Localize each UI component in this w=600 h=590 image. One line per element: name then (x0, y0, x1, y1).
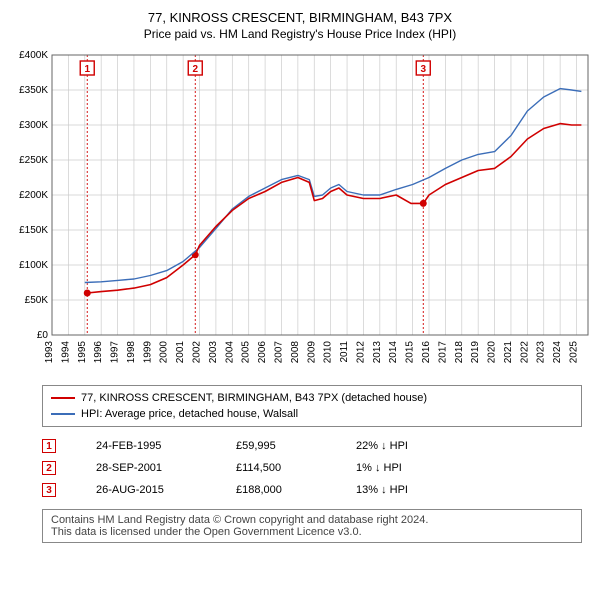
svg-text:1995: 1995 (77, 341, 88, 364)
svg-text:2001: 2001 (175, 341, 186, 364)
svg-text:2024: 2024 (552, 341, 563, 364)
chart-title: 77, KINROSS CRESCENT, BIRMINGHAM, B43 7P… (8, 10, 592, 25)
svg-text:2007: 2007 (273, 341, 284, 364)
svg-text:2016: 2016 (421, 341, 432, 364)
footer-line: Contains HM Land Registry data © Crown c… (51, 514, 573, 526)
chart-area: £0 £50K £100K £150K £200K £250K £300K £350K £400… (8, 49, 592, 379)
svg-text:2017: 2017 (437, 341, 448, 364)
svg-text:1996: 1996 (93, 341, 104, 364)
marker-table: 1 24-FEB-1995 £59,995 22% ↓ HPI 2 28-SEP… (42, 435, 582, 501)
marker-diff: 22% ↓ HPI (356, 440, 456, 452)
legend-item: HPI: Average price, detached house, Wals… (51, 406, 573, 422)
marker-price: £59,995 (236, 440, 316, 452)
svg-text:3: 3 (420, 64, 426, 75)
svg-text:1999: 1999 (142, 341, 153, 364)
legend-swatch (51, 397, 75, 399)
line-chart: £0 £50K £100K £150K £200K £250K £300K £350K £400… (8, 49, 592, 379)
legend-swatch (51, 413, 75, 415)
marker-price: £188,000 (236, 484, 316, 496)
marker-number-box: 2 (42, 461, 56, 475)
footer: Contains HM Land Registry data © Crown c… (42, 509, 582, 543)
svg-text:2008: 2008 (290, 341, 301, 364)
chart-subtitle: Price paid vs. HM Land Registry's House … (8, 27, 592, 41)
svg-text:2002: 2002 (192, 341, 203, 364)
svg-text:2013: 2013 (372, 341, 383, 364)
legend-label: HPI: Average price, detached house, Wals… (81, 408, 298, 420)
svg-text:2006: 2006 (257, 341, 268, 364)
svg-text:2011: 2011 (339, 341, 350, 363)
legend: 77, KINROSS CRESCENT, BIRMINGHAM, B43 7P… (42, 385, 582, 427)
svg-text:2019: 2019 (470, 341, 481, 364)
svg-text:2000: 2000 (159, 341, 170, 364)
marker-row: 2 28-SEP-2001 £114,500 1% ↓ HPI (42, 457, 582, 479)
svg-text:1998: 1998 (126, 341, 137, 364)
svg-text:£350K: £350K (19, 85, 48, 96)
marker-date: 28-SEP-2001 (96, 462, 196, 474)
svg-text:2005: 2005 (241, 341, 252, 364)
svg-text:1993: 1993 (44, 341, 55, 364)
legend-label: 77, KINROSS CRESCENT, BIRMINGHAM, B43 7P… (81, 392, 427, 404)
svg-text:£0: £0 (37, 330, 49, 341)
svg-text:£200K: £200K (19, 190, 48, 201)
marker-date: 24-FEB-1995 (96, 440, 196, 452)
svg-text:1994: 1994 (60, 341, 71, 364)
svg-text:2015: 2015 (405, 341, 416, 364)
marker-price: £114,500 (236, 462, 316, 474)
svg-text:£250K: £250K (19, 155, 48, 166)
marker-diff: 13% ↓ HPI (356, 484, 456, 496)
marker-number-box: 1 (42, 439, 56, 453)
footer-line: This data is licensed under the Open Gov… (51, 526, 573, 538)
svg-text:£400K: £400K (19, 50, 48, 61)
svg-text:2010: 2010 (323, 341, 334, 364)
svg-text:£300K: £300K (19, 120, 48, 131)
svg-text:2021: 2021 (503, 341, 514, 364)
legend-item: 77, KINROSS CRESCENT, BIRMINGHAM, B43 7P… (51, 390, 573, 406)
marker-row: 1 24-FEB-1995 £59,995 22% ↓ HPI (42, 435, 582, 457)
svg-text:£100K: £100K (19, 260, 48, 271)
svg-text:2014: 2014 (388, 341, 399, 364)
svg-text:1997: 1997 (110, 341, 121, 364)
svg-text:2018: 2018 (454, 341, 465, 364)
svg-text:2025: 2025 (569, 341, 580, 364)
svg-text:£50K: £50K (25, 295, 49, 306)
svg-text:£150K: £150K (19, 225, 48, 236)
svg-text:2003: 2003 (208, 341, 219, 364)
svg-text:1: 1 (84, 64, 90, 75)
marker-date: 26-AUG-2015 (96, 484, 196, 496)
svg-text:2022: 2022 (519, 341, 530, 364)
marker-number-box: 3 (42, 483, 56, 497)
svg-text:2023: 2023 (536, 341, 547, 364)
svg-text:2020: 2020 (487, 341, 498, 364)
svg-text:2004: 2004 (224, 341, 235, 364)
svg-text:2009: 2009 (306, 341, 317, 364)
svg-text:2: 2 (192, 64, 198, 75)
marker-diff: 1% ↓ HPI (356, 462, 456, 474)
svg-text:2012: 2012 (355, 341, 366, 364)
marker-row: 3 26-AUG-2015 £188,000 13% ↓ HPI (42, 479, 582, 501)
